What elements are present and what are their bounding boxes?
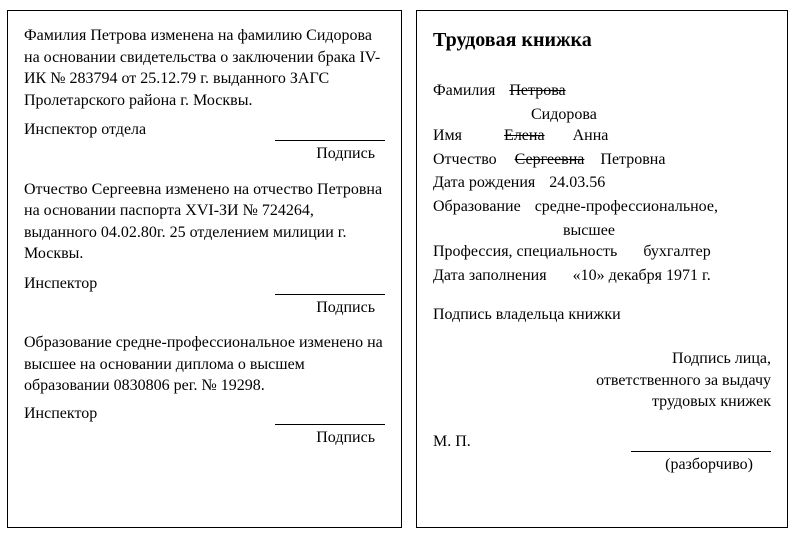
education-field: Образование средне-профессиональное,: [433, 196, 771, 218]
left-paragraph-1: Фамилия Петрова изменена на фамилию Сидо…: [24, 25, 385, 111]
mp-row: М. П.: [433, 431, 771, 453]
surname-label: Фамилия: [433, 80, 495, 102]
signature-caption-3: Подпись: [24, 427, 385, 449]
name-field: Имя Елена Анна: [433, 125, 771, 147]
signature-line-2: [275, 279, 385, 295]
resp-sign-line-2: ответственного за выдачу: [433, 370, 771, 392]
profession-label: Профессия, специальность: [433, 241, 617, 263]
patronymic-label: Отчество: [433, 149, 497, 171]
inspector-role-1: Инспектор отдела: [24, 119, 146, 141]
dob-value: 24.03.56: [549, 172, 605, 194]
profession-field: Профессия, специальность бухгалтер: [433, 241, 771, 263]
fill-date-value: «10» декабря 1971 г.: [573, 267, 711, 284]
inspector-role-2: Инспектор: [24, 273, 97, 295]
left-paragraph-3: Образование средне-профессиональное изме…: [24, 332, 385, 397]
patronymic-new: Петровна: [600, 151, 665, 168]
name-label: Имя: [433, 125, 462, 147]
legible-label: (разборчиво): [433, 454, 771, 476]
mp-label: М. П.: [433, 431, 471, 453]
inspector-role-3: Инспектор: [24, 403, 97, 425]
profession-value: бухгалтер: [643, 243, 710, 260]
signature-block-1: Инспектор отдела Подпись: [24, 119, 385, 164]
surname-old: Петрова: [509, 82, 565, 99]
responsible-signature-block: Подпись лица, ответственного за выдачу т…: [433, 348, 771, 413]
surname-new: Сидорова: [433, 104, 771, 126]
fill-date-field: Дата заполнения «10» декабря 1971 г.: [433, 265, 771, 287]
patronymic-old: Сергеевна: [515, 151, 585, 168]
left-paragraph-2: Отчество Сергеевна изменено на отчество …: [24, 179, 385, 265]
document-container: Фамилия Петрова изменена на фамилию Сидо…: [7, 10, 788, 528]
book-title: Трудовая книжка: [433, 27, 771, 54]
resp-sign-line-1: Подпись лица,: [433, 348, 771, 370]
fill-date-label: Дата заполнения: [433, 265, 547, 287]
signature-line-3: [275, 409, 385, 425]
education-old: средне-профессиональное,: [535, 196, 718, 218]
dob-field: Дата рождения 24.03.56: [433, 172, 771, 194]
signature-line-1: [275, 125, 385, 141]
dob-label: Дата рождения: [433, 172, 535, 194]
signature-block-3: Инспектор Подпись: [24, 403, 385, 448]
patronymic-field: Отчество Сергеевна Петровна: [433, 149, 771, 171]
signature-caption-2: Подпись: [24, 297, 385, 319]
name-old: Елена: [504, 127, 545, 144]
signature-caption-1: Подпись: [24, 143, 385, 165]
owner-signature-label: Подпись владельца книжки: [433, 304, 771, 326]
name-new: Анна: [573, 127, 609, 144]
right-panel: Трудовая книжка Фамилия Петрова Сидорова…: [416, 10, 788, 528]
education-new: высшее: [433, 220, 771, 242]
signature-block-2: Инспектор Подпись: [24, 273, 385, 318]
resp-sign-line-3: трудовых книжек: [433, 391, 771, 413]
education-label: Образование: [433, 196, 521, 218]
surname-field: Фамилия Петрова: [433, 80, 771, 102]
legible-line: [631, 436, 771, 452]
left-panel: Фамилия Петрова изменена на фамилию Сидо…: [7, 10, 402, 528]
